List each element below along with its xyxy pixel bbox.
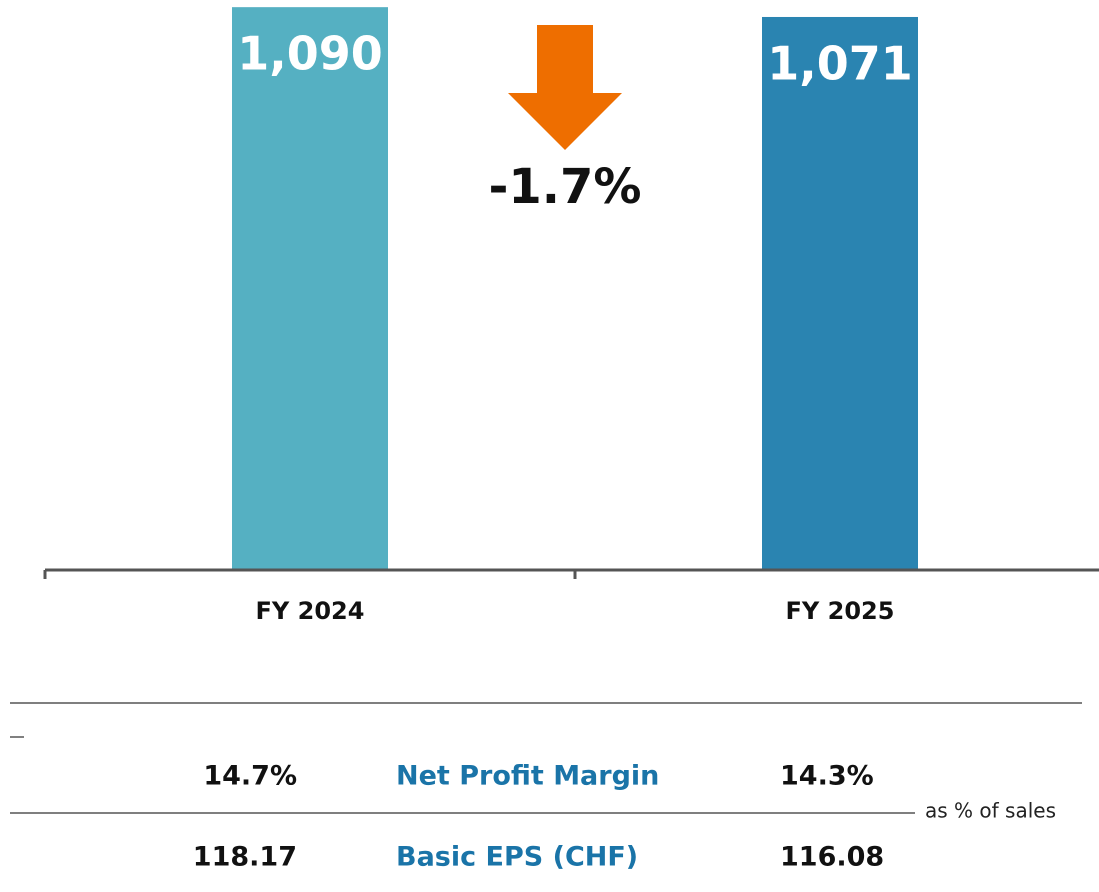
bar [762,16,918,570]
table-value: 14.7% [203,761,297,792]
value-label: 1,071 [767,36,913,90]
table-value: 14.3% [780,761,874,792]
x-tick-label: FY 2024 [256,597,365,625]
change-annotation: -1.7% [488,159,641,215]
table-value: 116.08 [780,842,884,873]
bar [232,7,388,571]
table-note: as % of sales [925,799,1056,823]
value-label: 1,090 [237,27,383,81]
down-arrow [508,25,622,150]
x-tick-label: FY 2025 [786,597,895,625]
table-label: Net Profit Margin [396,761,659,792]
table-value: 118.17 [193,842,297,873]
table-label: Basic EPS (CHF) [396,842,638,873]
